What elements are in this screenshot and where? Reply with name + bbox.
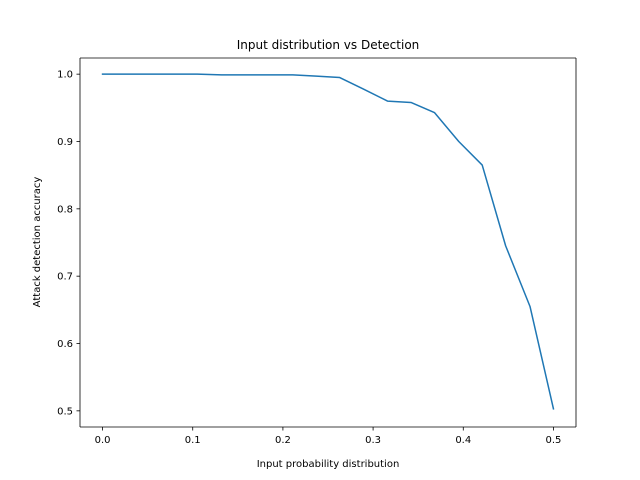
x-tick-label: 0.5: [546, 435, 562, 446]
x-tick-label: 0.4: [455, 435, 471, 446]
y-tick-label: 0.9: [57, 137, 73, 148]
y-tick-label: 0.5: [57, 406, 73, 417]
y-tick-label: 0.8: [57, 204, 73, 215]
y-axis-label: Attack detection accuracy: [32, 177, 43, 308]
plot-area: 0.0 0.1 0.2 0.3 0.4 0.5 0.5 0.6 0.7 0.8 0.9 1.0: [57, 57, 577, 446]
y-tick-label: 0.7: [57, 272, 73, 283]
chart-title: Input distribution vs Detection: [237, 38, 420, 52]
y-tick-label: 0.6: [57, 339, 73, 350]
x-tick-label: 0.3: [365, 435, 381, 446]
x-tick-label: 0.0: [95, 435, 111, 446]
y-tick-label: 1.0: [57, 70, 73, 81]
x-tick-label: 0.1: [185, 435, 201, 446]
x-axis-label: Input probability distribution: [257, 459, 400, 470]
x-tick-label: 0.2: [275, 435, 291, 446]
series-line-1: [101, 73, 555, 410]
